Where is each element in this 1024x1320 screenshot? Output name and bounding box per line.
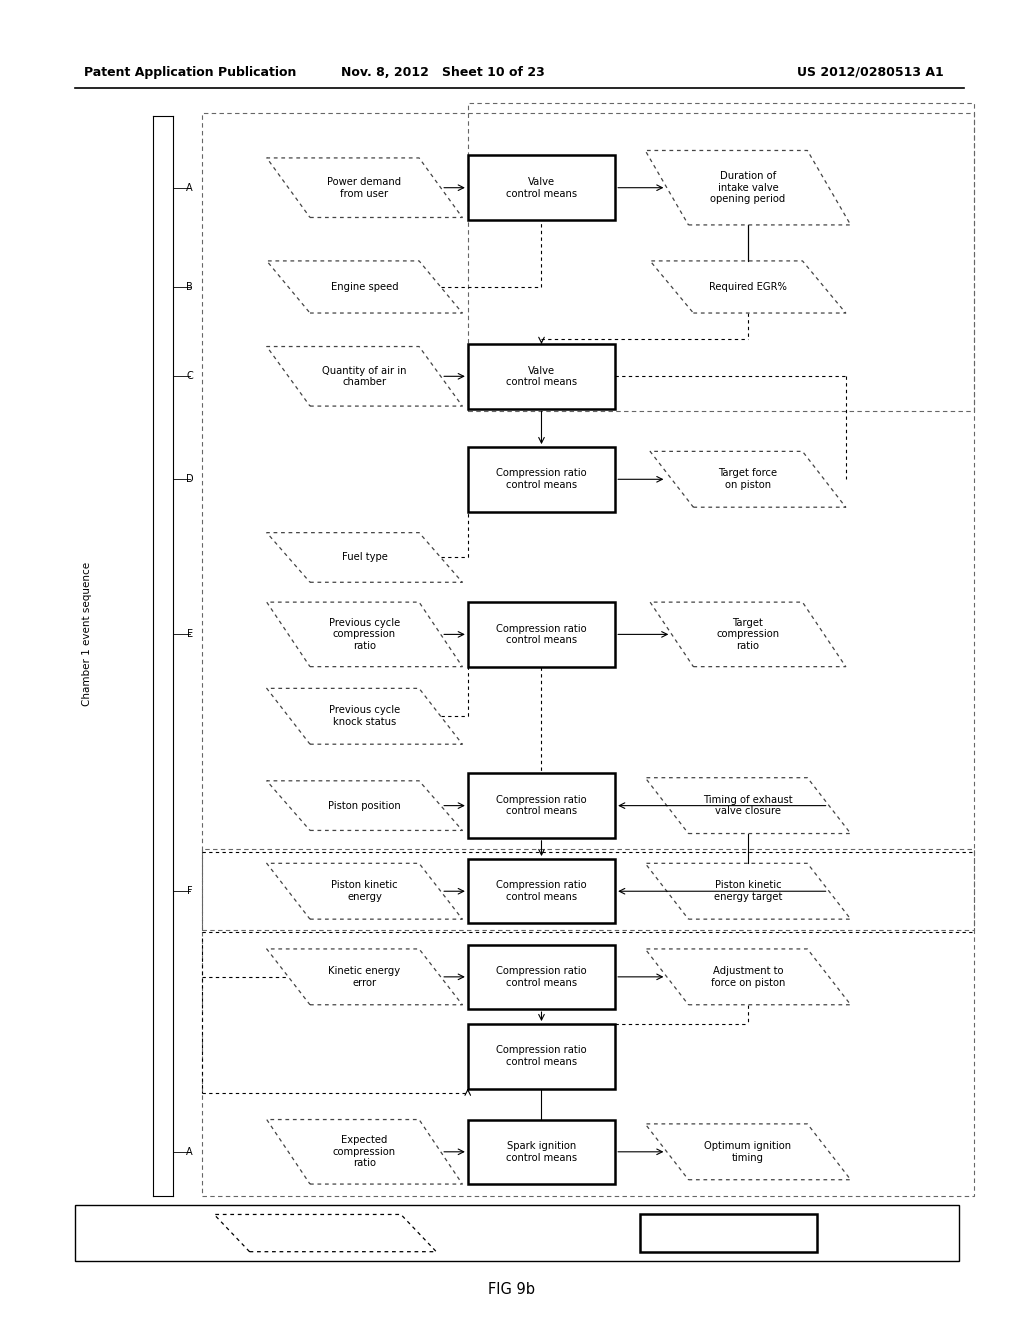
Bar: [468, 156, 615, 220]
Bar: [468, 1119, 615, 1184]
Text: Piston kinetic
energy target: Piston kinetic energy target: [714, 880, 782, 902]
Bar: [468, 945, 615, 1008]
Text: Expected
compression
ratio: Expected compression ratio: [333, 1135, 396, 1168]
Text: Piston position: Piston position: [328, 801, 401, 810]
Text: Target force
on piston: Target force on piston: [719, 469, 777, 490]
Text: Compression ratio
control means: Compression ratio control means: [497, 966, 587, 987]
Text: Chamber 1 event sequence: Chamber 1 event sequence: [82, 562, 92, 706]
Text: Key: Key: [94, 1226, 116, 1239]
Text: Previous cycle
knock status: Previous cycle knock status: [329, 705, 400, 727]
Text: Compression ratio
control means: Compression ratio control means: [497, 880, 587, 902]
Text: FIG 9b: FIG 9b: [488, 1282, 536, 1298]
Text: Input or output: Input or output: [284, 1228, 368, 1238]
Text: Spark ignition
control means: Spark ignition control means: [506, 1140, 578, 1163]
Text: Required EGR%: Required EGR%: [709, 282, 786, 292]
Text: Patent Application Publication: Patent Application Publication: [84, 66, 297, 79]
Text: Nov. 8, 2012   Sheet 10 of 23: Nov. 8, 2012 Sheet 10 of 23: [341, 66, 545, 79]
Text: D: D: [185, 474, 194, 484]
Text: Valve
control means: Valve control means: [506, 366, 578, 387]
Text: Process: Process: [708, 1228, 750, 1238]
Text: Kinetic energy
error: Kinetic energy error: [329, 966, 400, 987]
Bar: [75, 1205, 959, 1261]
Text: Power demand
from user: Power demand from user: [328, 177, 401, 198]
Text: Valve
control means: Valve control means: [506, 177, 578, 198]
Text: Compression ratio
control means: Compression ratio control means: [497, 469, 587, 490]
Text: C: C: [186, 371, 193, 381]
Text: Target
compression
ratio: Target compression ratio: [717, 618, 779, 651]
Bar: [468, 602, 615, 667]
Bar: [203, 849, 974, 929]
Bar: [640, 1214, 817, 1251]
Text: Engine speed: Engine speed: [331, 282, 398, 292]
Bar: [468, 774, 615, 838]
Text: Compression ratio
control means: Compression ratio control means: [497, 623, 587, 645]
Text: Previous cycle
compression
ratio: Previous cycle compression ratio: [329, 618, 400, 651]
Text: Optimum ignition
timing: Optimum ignition timing: [705, 1140, 792, 1163]
Text: Piston kinetic
energy: Piston kinetic energy: [331, 880, 398, 902]
Bar: [203, 114, 974, 1196]
Text: Fuel type: Fuel type: [342, 553, 387, 562]
Text: Quantity of air in
chamber: Quantity of air in chamber: [323, 366, 407, 387]
Text: Timing of exhaust
valve closure: Timing of exhaust valve closure: [703, 795, 793, 817]
Text: US 2012/0280513 A1: US 2012/0280513 A1: [797, 66, 944, 79]
Text: F: F: [186, 886, 193, 896]
Bar: [468, 1024, 615, 1089]
Text: E: E: [186, 630, 193, 639]
Text: Compression ratio
control means: Compression ratio control means: [497, 795, 587, 817]
Text: Duration of
intake valve
opening period: Duration of intake valve opening period: [711, 172, 785, 205]
Text: A: A: [186, 182, 193, 193]
Bar: [468, 103, 974, 411]
Bar: [468, 447, 615, 512]
Text: Adjustment to
force on piston: Adjustment to force on piston: [711, 966, 785, 987]
Bar: [468, 859, 615, 924]
Text: A: A: [186, 1147, 193, 1156]
Bar: [468, 345, 615, 409]
Text: Compression ratio
control means: Compression ratio control means: [497, 1045, 587, 1067]
Text: B: B: [186, 282, 193, 292]
